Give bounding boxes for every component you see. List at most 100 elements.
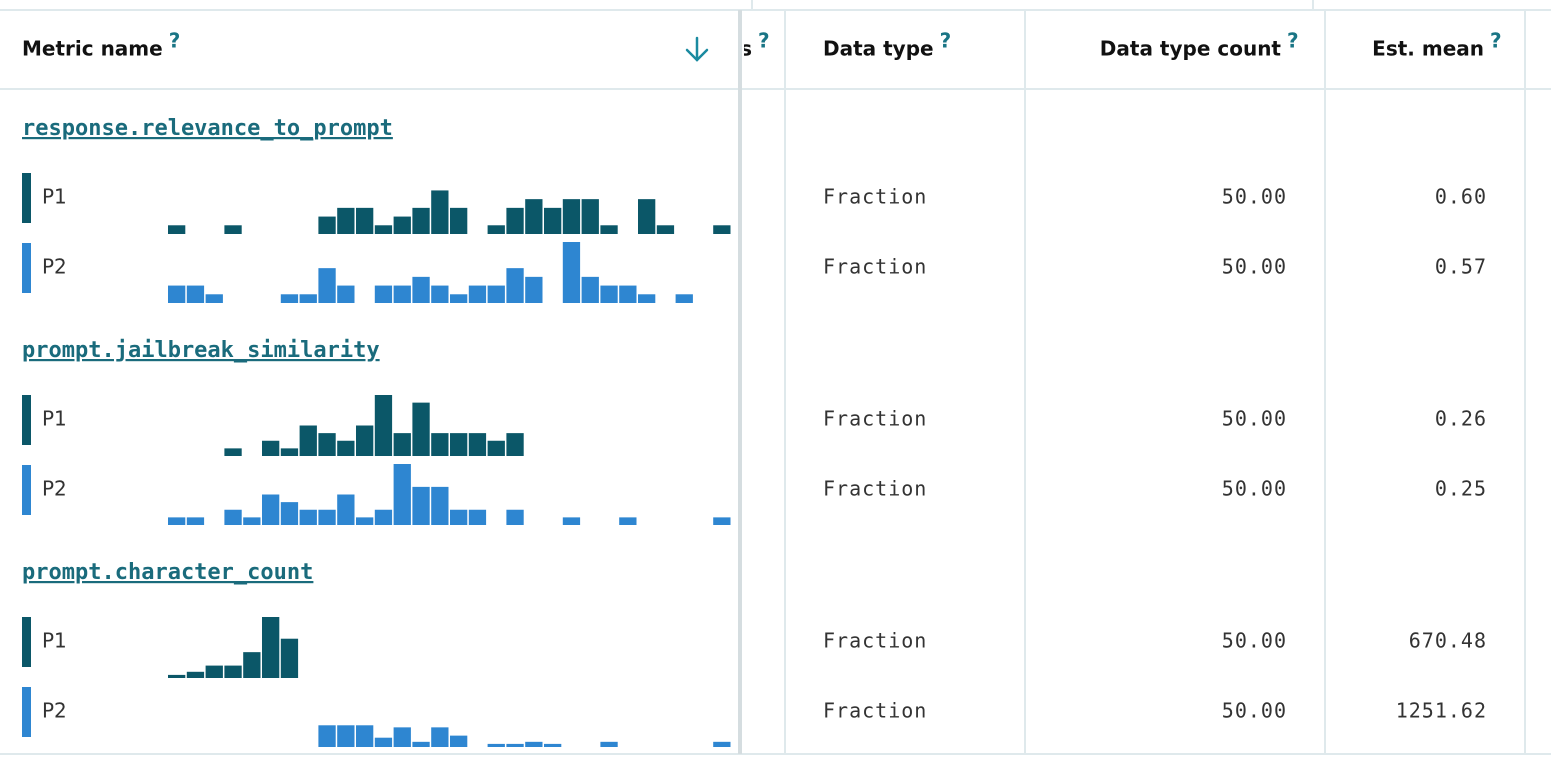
histogram-bar <box>168 285 186 303</box>
histogram-bar <box>299 509 317 525</box>
histogram-bar <box>299 425 317 456</box>
histogram-bar <box>356 725 374 747</box>
data-type-cell: Fraction <box>823 255 927 279</box>
help-icon[interactable]: ? <box>169 29 181 53</box>
histogram-bar <box>205 665 223 678</box>
histogram-bar <box>431 727 449 747</box>
metric-name-link[interactable]: prompt.character_count <box>22 560 313 585</box>
histogram-bar <box>468 433 487 456</box>
metric-name-link[interactable]: response.relevance_to_prompt <box>22 116 393 141</box>
est-mean-cell: 0.57 <box>1435 255 1487 279</box>
histogram-bar <box>431 190 449 234</box>
column-header: s <box>740 37 752 61</box>
profile-label: P2 <box>42 699 67 723</box>
est-mean-cell: 670.48 <box>1409 629 1487 653</box>
data-type-cell: Fraction <box>823 185 927 209</box>
histogram-bar <box>393 727 411 747</box>
histogram-bar <box>675 294 693 303</box>
histogram-bar <box>562 199 581 234</box>
histogram-bar <box>337 440 355 456</box>
histogram-bar <box>600 225 618 234</box>
data-type-count-cell: 50.00 <box>1222 255 1287 279</box>
histogram-bar <box>619 517 637 525</box>
histogram-bar <box>186 285 205 303</box>
histogram-bar <box>525 199 543 234</box>
help-icon[interactable]: ? <box>1287 29 1299 53</box>
histogram-bar <box>280 502 299 525</box>
histogram-bar <box>168 674 186 678</box>
histogram-bar <box>356 207 374 234</box>
histogram-bar <box>431 486 449 525</box>
data-type-count-cell: 50.00 <box>1222 407 1287 431</box>
profile-indicator <box>22 687 31 737</box>
histogram-bar <box>544 743 562 747</box>
histogram-bar <box>544 207 562 234</box>
profile-indicator <box>22 243 31 293</box>
histogram-bar <box>224 225 242 234</box>
histogram-bar <box>431 285 449 303</box>
histogram-bar <box>374 285 393 303</box>
help-icon[interactable]: ? <box>1490 29 1502 53</box>
data-type-count-cell: 50.00 <box>1222 629 1287 653</box>
est-mean-cell: 0.25 <box>1435 477 1487 501</box>
histogram-bar <box>186 517 205 525</box>
histogram-bar <box>393 464 411 525</box>
histogram-bar <box>337 207 355 234</box>
profile-indicator <box>22 173 31 223</box>
profile-label: P1 <box>42 629 67 653</box>
profile-indicator <box>22 395 31 445</box>
help-icon[interactable]: ? <box>940 29 952 53</box>
histogram-bar <box>224 665 242 678</box>
histogram-bar <box>318 725 336 747</box>
data-type-cell: Fraction <box>823 629 927 653</box>
histogram-bar <box>713 517 731 525</box>
histogram-bar <box>656 225 675 234</box>
histogram-bar <box>412 207 430 234</box>
data-type-cell: Fraction <box>823 699 927 723</box>
histogram-bar <box>450 433 468 456</box>
histogram-bar <box>374 737 393 747</box>
histogram-bar <box>525 276 543 303</box>
histogram-bar <box>186 671 205 678</box>
histogram-bar <box>581 276 599 303</box>
profile-indicator <box>22 617 31 667</box>
histogram-bar <box>468 285 487 303</box>
histogram-bar <box>506 509 524 525</box>
histogram-bar <box>205 294 223 303</box>
histogram-bar <box>581 199 599 234</box>
histogram-bar <box>280 448 299 456</box>
profile-label: P1 <box>42 185 67 209</box>
histogram-bar <box>487 285 505 303</box>
data-type-count-cell: 50.00 <box>1222 185 1287 209</box>
data-type-cell: Fraction <box>823 407 927 431</box>
histogram-bar <box>393 216 411 234</box>
histogram-bar <box>487 225 505 234</box>
histogram-bar <box>168 225 186 234</box>
profile-label: P2 <box>42 255 67 279</box>
column-header: Metric name <box>22 37 163 61</box>
histogram-bar <box>562 517 581 525</box>
est-mean-cell: 1251.62 <box>1396 699 1487 723</box>
histogram-bar <box>374 225 393 234</box>
histogram-bar <box>224 509 242 525</box>
histogram-bar <box>318 509 336 525</box>
histogram-bar <box>431 433 449 456</box>
histogram-bar <box>506 433 524 456</box>
histogram-bar <box>356 517 374 525</box>
histogram-bar <box>393 433 411 456</box>
column-header: Data type count <box>1100 37 1282 61</box>
histogram-bar <box>525 741 543 747</box>
histogram-bar <box>374 395 393 456</box>
histogram-bar <box>318 268 336 303</box>
help-icon[interactable]: ? <box>758 29 770 53</box>
histogram-bar <box>450 294 468 303</box>
sort-button[interactable] <box>685 36 709 62</box>
est-mean-cell: 0.60 <box>1435 185 1487 209</box>
histogram-bar <box>337 725 355 747</box>
histogram-bar <box>318 433 336 456</box>
histogram-bar <box>638 294 656 303</box>
histogram-bar <box>487 743 505 747</box>
data-type-count-cell: 50.00 <box>1222 477 1287 501</box>
metric-name-link[interactable]: prompt.jailbreak_similarity <box>22 338 380 363</box>
